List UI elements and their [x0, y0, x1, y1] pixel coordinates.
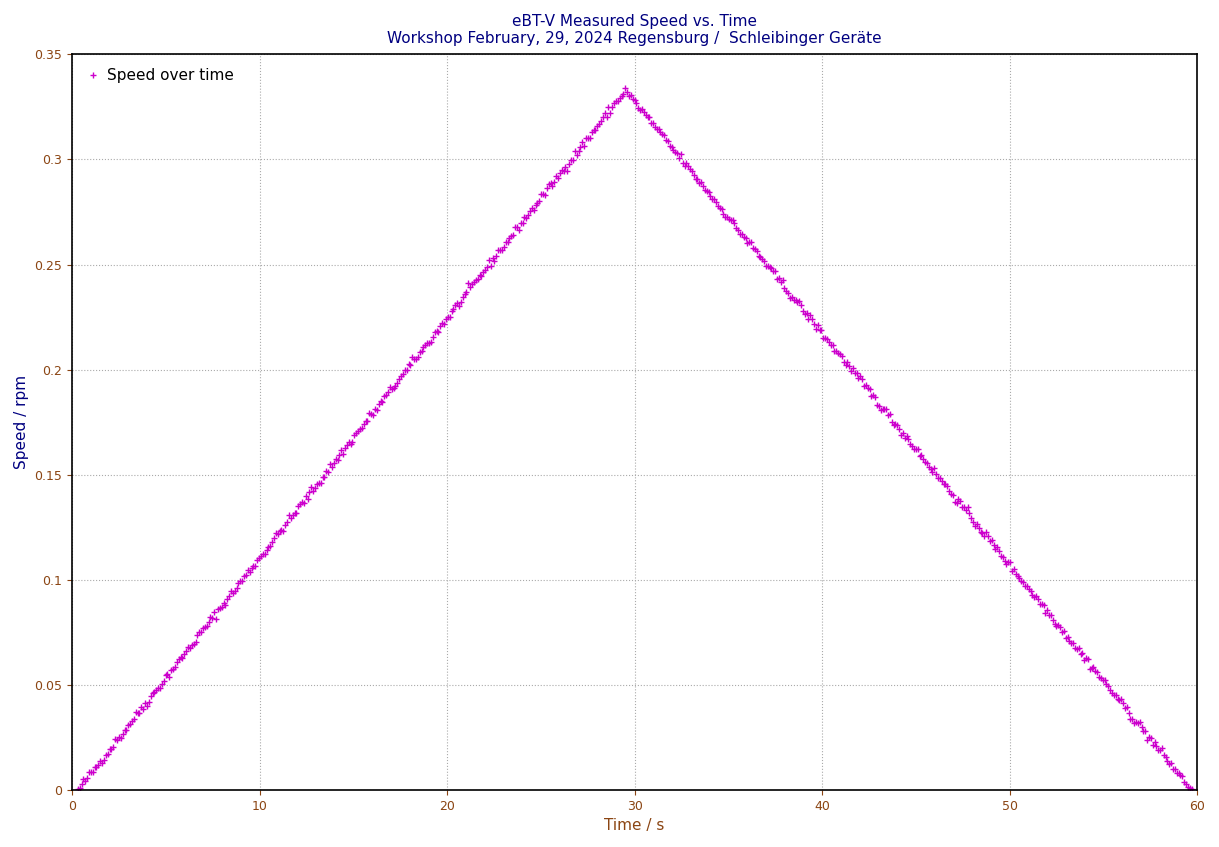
- Speed over time: [818, 333, 833, 343]
- Speed over time: [71, 783, 85, 794]
- Title: eBT-V Measured Speed vs. Time
Workshop February, 29, 2024 Regensburg /  Schleibi: eBT-V Measured Speed vs. Time Workshop F…: [388, 14, 883, 47]
- Speed over time: [268, 528, 283, 538]
- Line: Speed over time: Speed over time: [76, 86, 1195, 792]
- X-axis label: Time / s: Time / s: [605, 818, 664, 833]
- Speed over time: [912, 451, 926, 461]
- Legend: Speed over time: Speed over time: [79, 61, 240, 91]
- Speed over time: [358, 417, 373, 427]
- Y-axis label: Speed / rpm: Speed / rpm: [13, 375, 29, 469]
- Speed over time: [731, 224, 746, 235]
- Speed over time: [618, 83, 633, 93]
- Speed over time: [1184, 784, 1198, 794]
- Speed over time: [577, 141, 591, 151]
